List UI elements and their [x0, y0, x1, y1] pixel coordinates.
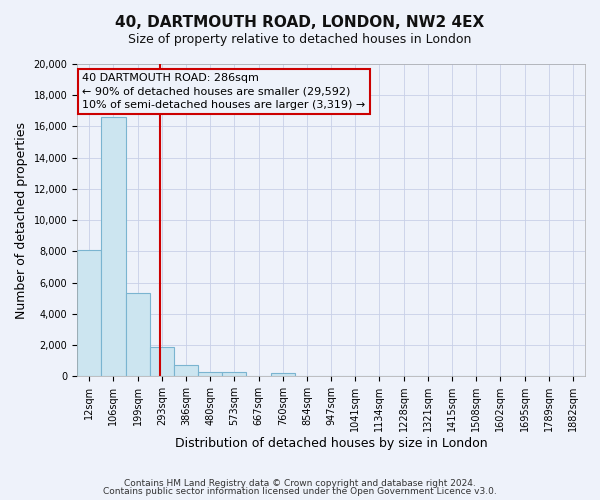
Text: 40 DARTMOUTH ROAD: 286sqm
← 90% of detached houses are smaller (29,592)
10% of s: 40 DARTMOUTH ROAD: 286sqm ← 90% of detac… [82, 74, 365, 110]
Y-axis label: Number of detached properties: Number of detached properties [15, 122, 28, 318]
X-axis label: Distribution of detached houses by size in London: Distribution of detached houses by size … [175, 437, 487, 450]
Bar [77, 250, 101, 376]
Bar [101, 117, 125, 376]
Text: Contains HM Land Registry data © Crown copyright and database right 2024.: Contains HM Land Registry data © Crown c… [124, 478, 476, 488]
Text: Contains public sector information licensed under the Open Government Licence v3: Contains public sector information licen… [103, 487, 497, 496]
Text: 40, DARTMOUTH ROAD, LONDON, NW2 4EX: 40, DARTMOUTH ROAD, LONDON, NW2 4EX [115, 15, 485, 30]
Bar [174, 364, 198, 376]
Bar [198, 372, 222, 376]
Text: Size of property relative to detached houses in London: Size of property relative to detached ho… [128, 32, 472, 46]
Bar [222, 372, 247, 376]
Bar [125, 294, 150, 376]
Bar [150, 348, 174, 376]
Bar [271, 373, 295, 376]
